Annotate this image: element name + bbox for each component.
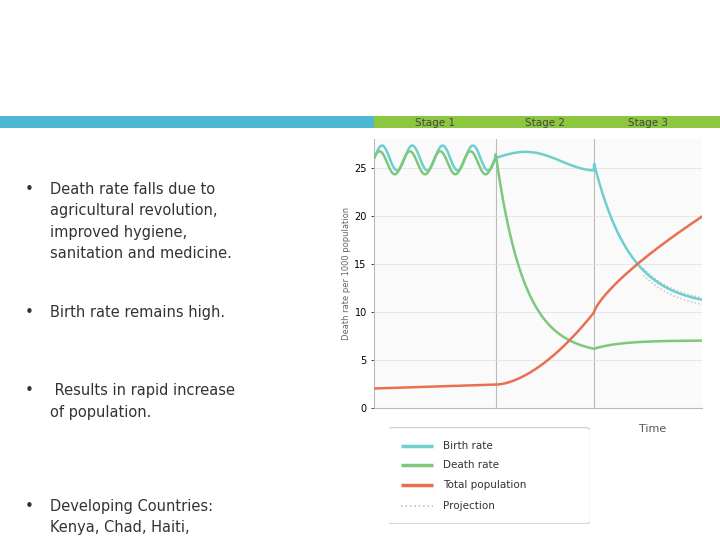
FancyBboxPatch shape: [387, 428, 590, 524]
Text: •: •: [25, 181, 34, 197]
Text: Stage 2: Early Transition: Stage 2: Early Transition: [149, 53, 571, 82]
Bar: [374, 116, 720, 128]
Text: •: •: [25, 499, 34, 514]
Text: Birth rate: Birth rate: [444, 441, 493, 451]
Text: Projection: Projection: [444, 501, 495, 511]
Text: Time: Time: [639, 424, 667, 434]
Text: •: •: [25, 383, 34, 399]
Text: Stage 2: Stage 2: [525, 118, 564, 128]
Text: •: •: [25, 305, 34, 320]
Text: Stage 3: Stage 3: [628, 118, 668, 128]
Text: Results in rapid increase
of population.: Results in rapid increase of population.: [50, 383, 235, 420]
Text: Birth rate remains high.: Birth rate remains high.: [50, 305, 225, 320]
Bar: [0, 116, 374, 128]
Text: Developing Countries:
Kenya, Chad, Haiti,
Botswana, Burma: Developing Countries: Kenya, Chad, Haiti…: [50, 499, 214, 540]
Text: Stage 1: Stage 1: [415, 118, 455, 128]
Text: Death rate: Death rate: [444, 461, 499, 470]
Y-axis label: Death rate per 1000 population: Death rate per 1000 population: [343, 207, 351, 340]
Text: Death rate falls due to
agricultural revolution,
improved hygiene,
sanitation an: Death rate falls due to agricultural rev…: [50, 181, 233, 261]
Text: Total population: Total population: [444, 480, 526, 490]
